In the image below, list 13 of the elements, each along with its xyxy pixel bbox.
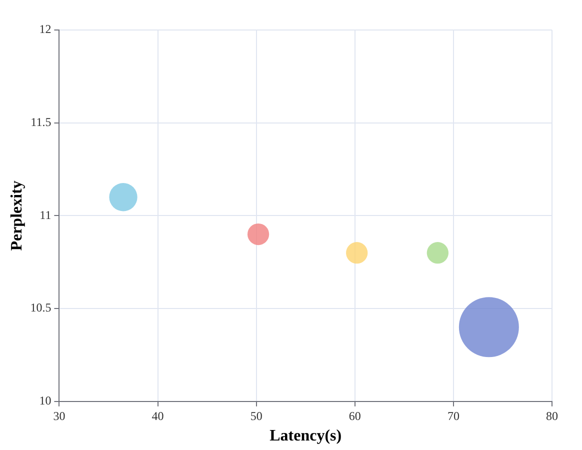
x-tick-label: 40 <box>152 408 164 423</box>
x-tick-label: 70 <box>447 408 460 423</box>
x-tick-label: 50 <box>250 408 262 423</box>
x-axis-title: Latency(s) <box>270 428 342 445</box>
x-tick-label: 60 <box>348 408 361 423</box>
y-tick-label: 10.5 <box>30 300 52 315</box>
y-tick-label: 10 <box>39 394 52 408</box>
x-tick-label: 30 <box>53 408 66 423</box>
y-axis-title: Perplexity <box>8 180 26 251</box>
y-tick-label: 12 <box>39 22 52 36</box>
y-tick-label: 11.5 <box>30 115 52 130</box>
x-tick-label: 80 <box>546 408 558 423</box>
y-tick-label: 11 <box>40 208 52 222</box>
